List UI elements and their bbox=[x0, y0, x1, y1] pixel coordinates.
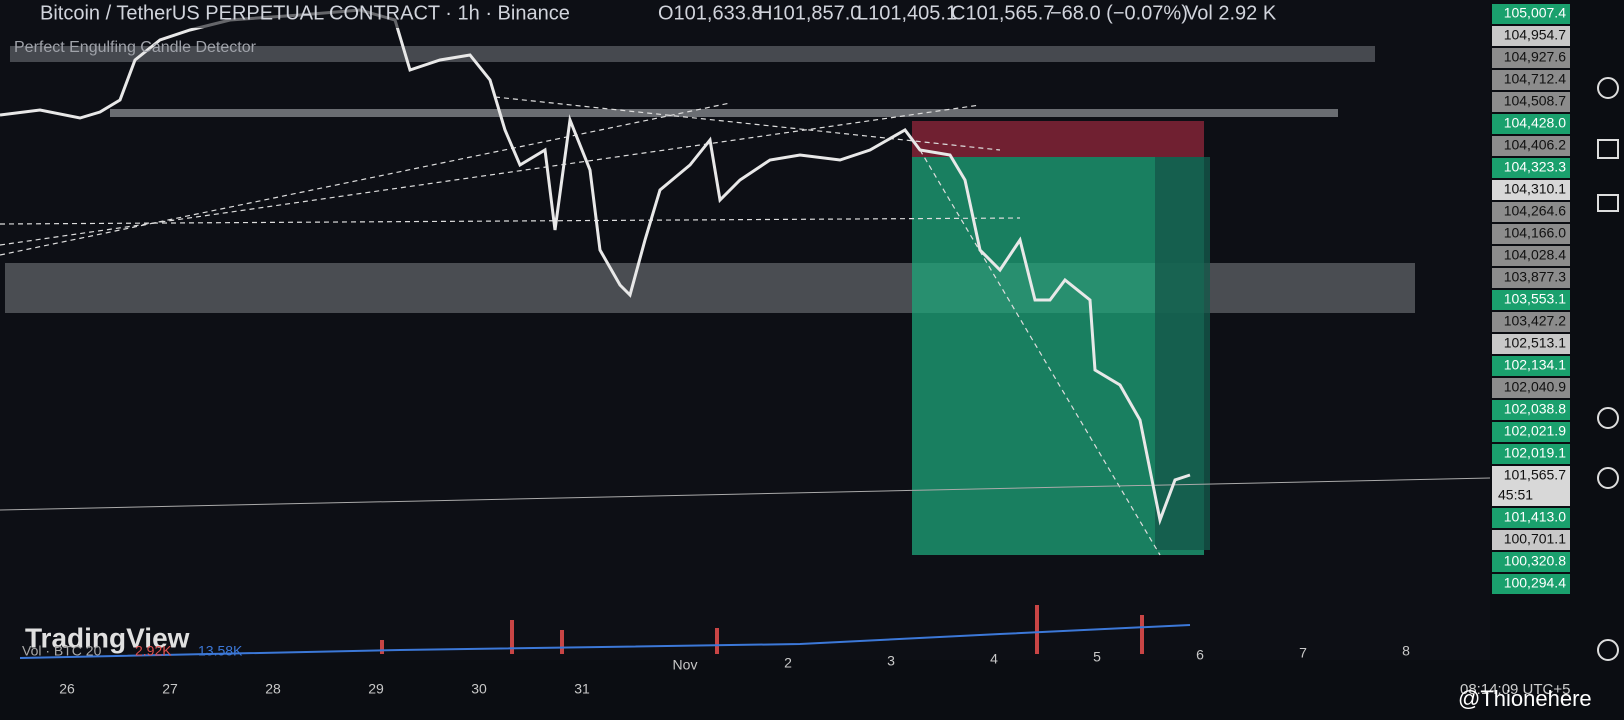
volume-bars bbox=[380, 605, 1144, 654]
volume-ma bbox=[19, 624, 1191, 659]
symbol: Bitcoin / TetherUS PERPETUAL CONTRACT · … bbox=[40, 2, 570, 24]
price-label: 101,565.7 bbox=[1504, 467, 1566, 483]
time-label: 2 bbox=[784, 655, 792, 671]
price-label: 104,323.3 bbox=[1504, 159, 1566, 175]
time-label: 31 bbox=[574, 681, 590, 697]
price-label-bg bbox=[1492, 92, 1570, 112]
price-line bbox=[0, 477, 1491, 511]
time-label: 3 bbox=[887, 653, 895, 669]
price-label-bg bbox=[1492, 180, 1570, 200]
price-label-bg bbox=[1492, 268, 1570, 288]
price-label: 104,310.1 bbox=[1504, 181, 1566, 197]
time-label: 30 bbox=[471, 681, 487, 697]
time-label: 29 bbox=[368, 681, 384, 697]
price-label: 101,413.0 bbox=[1504, 509, 1566, 525]
price-label-bg bbox=[1492, 422, 1570, 442]
price-label-bg bbox=[1492, 508, 1570, 528]
vol-ma: 13.58K bbox=[198, 643, 243, 659]
open: O101,633.8 bbox=[658, 2, 763, 24]
watermark: TradingView bbox=[25, 622, 190, 653]
header-bg bbox=[0, 0, 1490, 28]
vol-name: Vol · BTC 20 bbox=[22, 643, 102, 659]
price-label: 102,019.1 bbox=[1504, 445, 1566, 461]
price-label: 100,294.4 bbox=[1504, 575, 1566, 591]
countdown: 45:51 bbox=[1498, 487, 1533, 503]
price-label-bg bbox=[1492, 444, 1570, 464]
price-label: 103,553.1 bbox=[1504, 291, 1566, 307]
change: −68.0 (−0.07%) bbox=[1050, 2, 1188, 24]
price-label: 102,040.9 bbox=[1504, 379, 1566, 395]
price-label-bg bbox=[1492, 136, 1570, 156]
price-label: 104,927.6 bbox=[1504, 49, 1566, 65]
chart-bg bbox=[0, 0, 1490, 660]
overlay: @Thionehere bbox=[1458, 686, 1592, 711]
close: C101,565.7 bbox=[951, 2, 1054, 24]
price-label-bg bbox=[1492, 290, 1570, 310]
price-label: 104,166.0 bbox=[1504, 225, 1566, 241]
price-label: 104,028.4 bbox=[1504, 247, 1566, 263]
price-label-bg bbox=[1492, 334, 1570, 354]
indicator[interactable]: Perfect Engulfing Candle Detector bbox=[14, 39, 257, 56]
price-label: 102,038.8 bbox=[1504, 401, 1566, 417]
price-label: 102,513.1 bbox=[1504, 335, 1566, 351]
clock: 08:14:09 UTC+5 bbox=[1460, 681, 1571, 698]
price-label-bg bbox=[1492, 26, 1570, 46]
price-label-bg bbox=[1492, 574, 1570, 594]
price-label: 100,701.1 bbox=[1504, 531, 1566, 547]
price-label: 103,427.2 bbox=[1504, 313, 1566, 329]
price-label: 102,134.1 bbox=[1504, 357, 1566, 373]
zone bbox=[10, 46, 1375, 62]
price-label-bg bbox=[1492, 356, 1570, 376]
time-label: 28 bbox=[265, 681, 281, 697]
price-label-bg bbox=[1492, 312, 1570, 332]
target-zone bbox=[1155, 157, 1210, 550]
toolbar[interactable] bbox=[1597, 77, 1619, 661]
price-label: 102,021.9 bbox=[1504, 423, 1566, 439]
time-label: 7 bbox=[1299, 645, 1307, 661]
price-label: 104,508.7 bbox=[1504, 93, 1566, 109]
time-label: 6 bbox=[1196, 647, 1204, 663]
price-label-bg bbox=[1492, 400, 1570, 420]
price-label-bg bbox=[1492, 4, 1570, 24]
zone bbox=[110, 109, 1338, 117]
price-label-bg bbox=[1492, 70, 1570, 90]
vol-value: 2.92K bbox=[135, 643, 172, 659]
time-label: 5 bbox=[1093, 649, 1101, 665]
price-label: 104,406.2 bbox=[1504, 137, 1566, 153]
time-label: 8 bbox=[1402, 643, 1410, 659]
price-label: 104,712.4 bbox=[1504, 71, 1566, 87]
price-label: 104,264.6 bbox=[1504, 203, 1566, 219]
price-label-bg bbox=[1492, 246, 1570, 266]
price-label-bg bbox=[1492, 114, 1570, 134]
price-label-bg bbox=[1492, 202, 1570, 222]
price-label-bg bbox=[1492, 224, 1570, 244]
price-label-bg bbox=[1492, 158, 1570, 178]
time-label: 26 bbox=[59, 681, 75, 697]
time-label: Nov bbox=[673, 657, 698, 673]
price-label-bg bbox=[1492, 530, 1570, 550]
price-label: 100,320.8 bbox=[1504, 553, 1566, 569]
trendlines bbox=[0, 96, 1161, 556]
stop-zone bbox=[912, 121, 1204, 157]
price-label-bg bbox=[1492, 378, 1570, 398]
volume: Vol 2.92 K bbox=[1185, 2, 1277, 24]
price-label-bg bbox=[1492, 48, 1570, 68]
price-label: 104,954.7 bbox=[1504, 27, 1566, 43]
price-label: 103,877.3 bbox=[1504, 269, 1566, 285]
high: H101,857.0 bbox=[758, 2, 861, 24]
price-label: 104,428.0 bbox=[1504, 115, 1566, 131]
time-label: 4 bbox=[990, 651, 998, 667]
low: L101,405.1 bbox=[857, 2, 957, 24]
price-label: 105,007.4 bbox=[1504, 5, 1566, 21]
price-label-bg bbox=[1492, 466, 1570, 506]
time-label: 27 bbox=[162, 681, 178, 697]
price-label-bg bbox=[1492, 552, 1570, 572]
